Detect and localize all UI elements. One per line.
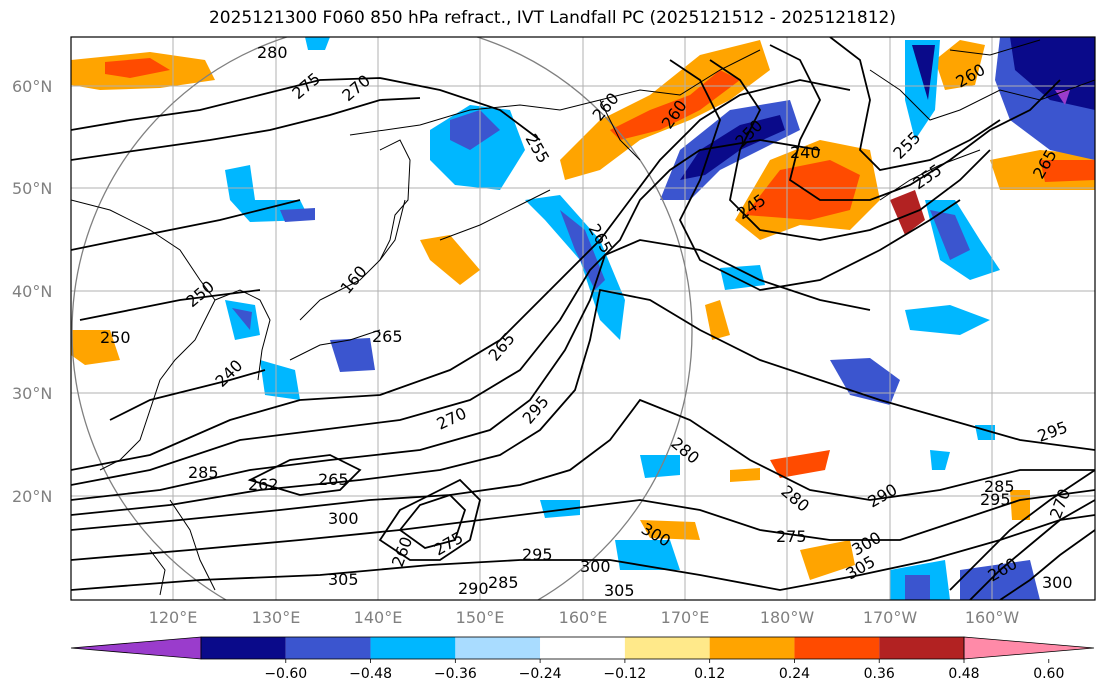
colorbar: −0.60 −0.48 −0.36 −0.24 −0.12 0.12 0.24 0.36 0.4… (70, 636, 1095, 682)
map-area: 280 275 270 255 260 260 250 240 260 265 … (71, 37, 1095, 600)
lat-label: 50°N (12, 179, 52, 198)
colorbar-frame (200, 636, 965, 660)
lon-label: 160°E (559, 608, 608, 627)
contour-label: 300 (580, 557, 611, 576)
contour-label: 285 (188, 463, 219, 482)
contour-label: 285 (984, 477, 1015, 496)
negative-region (525, 195, 625, 340)
contours (71, 37, 1095, 600)
colorbar-swatch (285, 637, 371, 659)
colorbar-swatch (709, 637, 795, 659)
colorbar-swatch (794, 637, 880, 659)
lon-label: 160°W (965, 608, 1020, 627)
colorbar-tick-label: −0.60 (264, 666, 307, 682)
coastlines (71, 39, 1095, 596)
contour-label: 250 (100, 328, 131, 347)
contour-label: 285 (488, 573, 519, 592)
colorbar-extend-high (963, 636, 1095, 660)
colorbar-tick-label: 0.24 (779, 666, 810, 682)
colorbar-tick-label: −0.12 (603, 666, 646, 682)
contour-label: 275 (776, 527, 807, 546)
colorbar-swatch (370, 637, 456, 659)
colorbar-tick-label: −0.36 (434, 666, 477, 682)
lat-label: 40°N (12, 282, 52, 301)
range-circle (71, 37, 693, 600)
contour-label: 280 (257, 43, 288, 62)
colorbar-swatch (879, 637, 964, 659)
lat-label: 20°N (12, 487, 52, 506)
lon-label: 130°E (252, 608, 301, 627)
contour-label: 262 (248, 475, 279, 494)
colorbar-swatch (455, 637, 541, 659)
shaded-fields (71, 37, 1095, 600)
colorbar-tick-label: −0.24 (519, 666, 562, 682)
longitude-labels: 120°E 130°E 140°E 150°E 160°E 170°E 180°… (149, 608, 1020, 627)
colorbar-tick-label: 0.12 (694, 666, 725, 682)
lon-label: 140°E (354, 608, 403, 627)
lat-label: 60°N (12, 77, 52, 96)
colorbar-swatch (540, 637, 625, 659)
contour-label: 295 (980, 490, 1011, 509)
lat-label: 30°N (12, 384, 52, 403)
lon-label: 150°E (456, 608, 505, 627)
contour-label: 295 (522, 545, 553, 564)
lon-label: 180°W (760, 608, 815, 627)
contour-label: 240 (790, 143, 821, 162)
colorbar-tick-label: −0.48 (349, 666, 392, 682)
contour-label: 305 (604, 581, 635, 600)
map-title: 2025121300 F060 850 hPa refract., IVT La… (208, 8, 896, 28)
map-frame (70, 36, 1096, 601)
colorbar-swatch (624, 637, 710, 659)
contour-label: 265 (372, 327, 403, 346)
contour-label: 290 (458, 579, 489, 598)
lon-label: 170°W (863, 608, 918, 627)
colorbar-tick-label: 0.36 (864, 666, 895, 682)
contour-label: 265 (318, 470, 349, 489)
gridlines (71, 37, 1095, 600)
lon-label: 170°E (661, 608, 710, 627)
contour-label: 305 (328, 570, 359, 589)
colorbar-tick-label: 0.48 (948, 666, 979, 682)
colorbar-tick-label: 0.60 (1033, 666, 1064, 682)
colorbar-swatch (201, 637, 286, 659)
contour-label: 300 (328, 509, 359, 528)
lon-label: 120°E (149, 608, 198, 627)
contour-label: 300 (1042, 573, 1073, 592)
latitude-labels: 20°N 30°N 40°N 50°N 60°N (12, 77, 52, 506)
colorbar-extend-low (70, 636, 202, 660)
